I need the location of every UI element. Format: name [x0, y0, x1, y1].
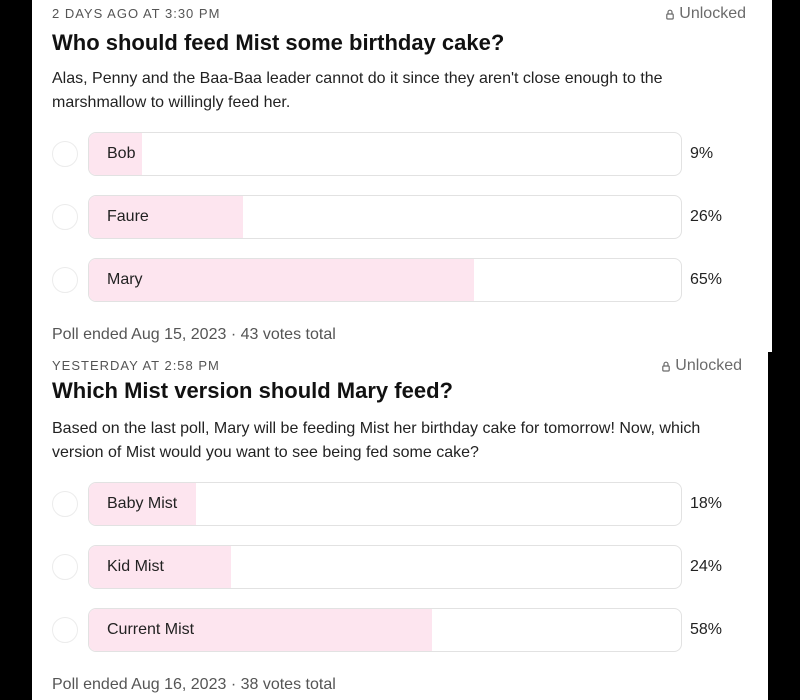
- option-fill: [89, 196, 243, 238]
- option-fill: [89, 483, 196, 525]
- unlocked-label: Unlocked: [679, 5, 746, 22]
- option-label: Bob: [107, 145, 136, 162]
- option-radio[interactable]: [52, 554, 78, 580]
- option-percent: 24%: [690, 558, 723, 575]
- poll-post-content: 2 DAYS AGO AT 3:30 PM Unlocked Who shoul…: [52, 0, 752, 352]
- option-label: Baby Mist: [107, 495, 178, 512]
- poll-footer: Poll ended Aug 15, 2023 · 43 votes total: [52, 326, 336, 343]
- option-label: Current Mist: [107, 621, 195, 638]
- option-bar[interactable]: Current Mist: [88, 608, 682, 652]
- option-bar[interactable]: Mary: [88, 258, 682, 302]
- unlocked-status: Unlocked: [662, 357, 742, 375]
- poll-post-content: YESTERDAY AT 2:58 PM Unlocked Which Mist…: [52, 352, 748, 700]
- poll-description: Based on the last poll, Mary will be fee…: [52, 420, 701, 461]
- post-timestamp: 2 DAYS AGO AT 3:30 PM: [52, 6, 221, 21]
- option-label: Mary: [107, 271, 143, 288]
- option-label: Kid Mist: [107, 558, 164, 575]
- unlocked-label: Unlocked: [675, 357, 742, 374]
- poll-option[interactable]: Faure 26%: [52, 195, 752, 241]
- lock-icon: [662, 361, 671, 372]
- option-percent: 18%: [690, 495, 723, 512]
- poll-description: Alas, Penny and the Baa-Baa leader canno…: [52, 70, 663, 111]
- post-timestamp: YESTERDAY AT 2:58 PM: [52, 358, 220, 373]
- option-percent: 65%: [690, 271, 723, 288]
- option-radio[interactable]: [52, 141, 78, 167]
- poll-footer: Poll ended Aug 16, 2023 · 38 votes total: [52, 676, 336, 693]
- poll-title: Which Mist version should Mary feed?: [52, 378, 453, 403]
- option-bar[interactable]: Baby Mist: [88, 482, 682, 526]
- poll-option[interactable]: Current Mist 58%: [52, 608, 752, 654]
- poll-title: Who should feed Mist some birthday cake?: [52, 30, 505, 55]
- option-fill: [89, 133, 143, 175]
- option-radio[interactable]: [52, 617, 78, 643]
- poll-option[interactable]: Baby Mist 18%: [52, 482, 752, 528]
- lock-icon: [666, 9, 675, 20]
- poll-post-2: YESTERDAY AT 2:58 PM Unlocked Which Mist…: [32, 352, 768, 700]
- poll-option[interactable]: Kid Mist 24%: [52, 545, 752, 591]
- option-radio[interactable]: [52, 491, 78, 517]
- option-fill: [89, 546, 232, 588]
- option-percent: 26%: [690, 208, 723, 225]
- option-fill: [89, 259, 474, 301]
- option-radio[interactable]: [52, 204, 78, 230]
- option-bar[interactable]: Bob: [88, 132, 682, 176]
- option-bar[interactable]: Kid Mist: [88, 545, 682, 589]
- option-fill: [89, 609, 433, 651]
- option-label: Faure: [107, 208, 149, 225]
- poll-option[interactable]: Mary 65%: [52, 258, 752, 304]
- option-percent: 9%: [690, 145, 714, 162]
- option-bar[interactable]: Faure: [88, 195, 682, 239]
- option-percent: 58%: [690, 621, 723, 638]
- option-radio[interactable]: [52, 267, 78, 293]
- poll-option[interactable]: Bob 9%: [52, 132, 752, 178]
- unlocked-status: Unlocked: [666, 5, 746, 23]
- poll-post-1: 2 DAYS AGO AT 3:30 PM Unlocked Who shoul…: [32, 0, 772, 352]
